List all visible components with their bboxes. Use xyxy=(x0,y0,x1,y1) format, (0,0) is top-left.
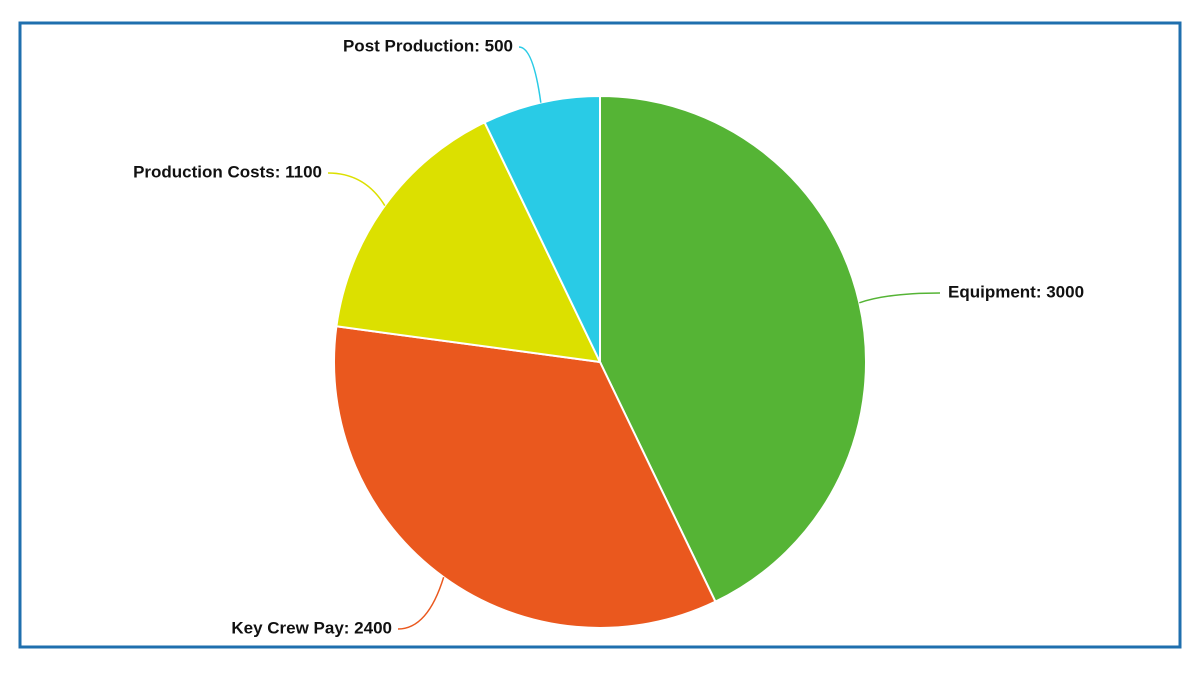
slice-label: Post Production: 500 xyxy=(343,36,513,55)
leader-line xyxy=(859,292,941,304)
leader-line xyxy=(327,172,386,207)
slice-label: Production Costs: 1100 xyxy=(133,162,322,181)
pie-slice xyxy=(333,325,717,629)
pie-slice xyxy=(599,94,867,603)
slice-label: Equipment: 3000 xyxy=(948,282,1084,301)
pie xyxy=(333,94,867,629)
pie-slice xyxy=(483,94,601,363)
slice-label: Key Crew Pay: 2400 xyxy=(231,618,392,637)
leader-line xyxy=(518,46,542,103)
leader-line xyxy=(397,576,445,630)
